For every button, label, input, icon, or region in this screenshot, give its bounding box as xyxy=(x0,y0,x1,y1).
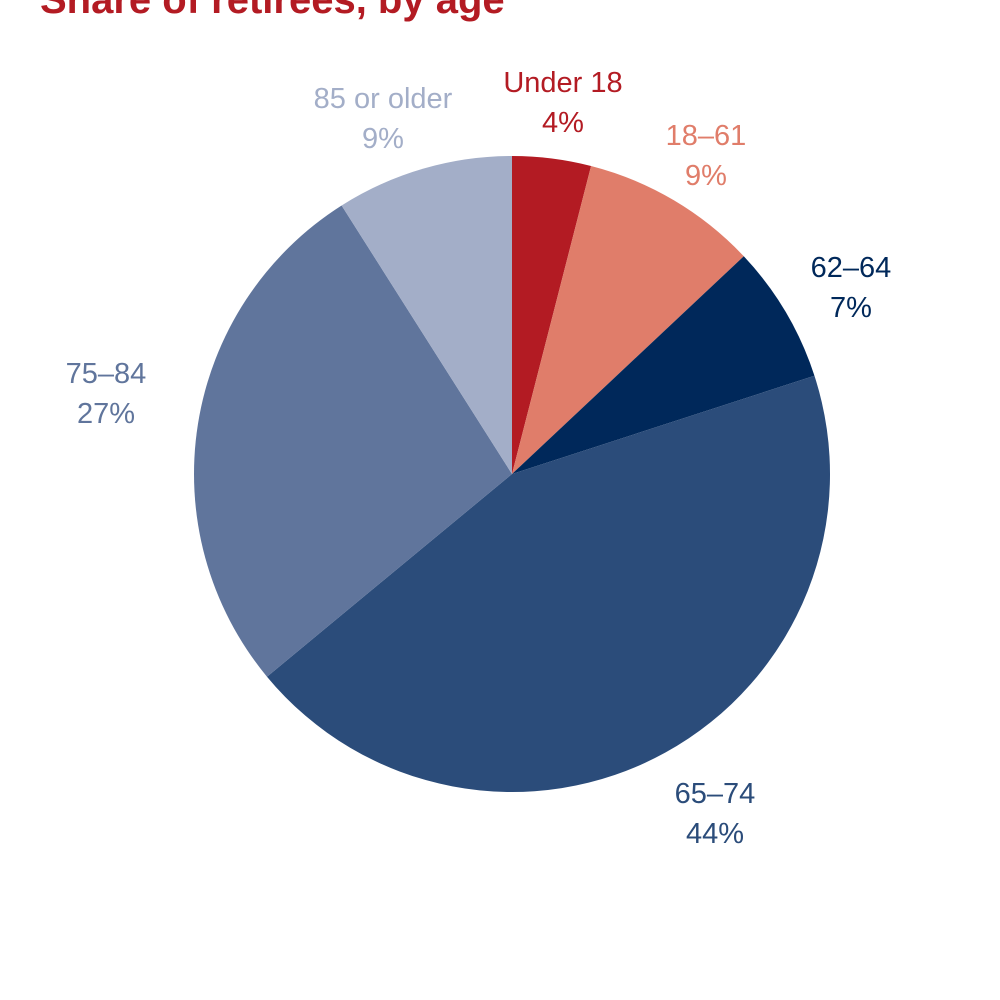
pie-slice-65-74 xyxy=(266,375,831,793)
pie-slice-75-84 xyxy=(194,205,513,677)
slice-value-18-61: 9% xyxy=(685,160,727,192)
slice-value-65-74: 44% xyxy=(686,818,744,850)
slice-value-85-or-older: 9% xyxy=(362,123,404,155)
slice-value-under-18: 4% xyxy=(542,107,584,139)
slice-value-62-64: 7% xyxy=(830,292,872,324)
pie-slice-18-61 xyxy=(512,165,744,475)
slice-label-18-61: 18–61 xyxy=(666,120,747,152)
chart-title: Share of retirees, by age xyxy=(40,0,505,22)
pie-slices xyxy=(194,156,831,793)
pie-slice-under-18 xyxy=(512,156,592,474)
slice-label-85-or-older: 85 or older xyxy=(314,83,453,115)
slice-value-75-84: 27% xyxy=(77,398,135,430)
slice-label-62-64: 62–64 xyxy=(811,252,892,284)
slice-label-65-74: 65–74 xyxy=(675,778,756,810)
pie-labels: Under 18 4% 18–61 9% 62–64 7% 65–74 44% 75–84 27%… xyxy=(66,67,892,850)
slice-label-75-84: 75–84 xyxy=(66,358,147,390)
slice-label-under-18: Under 18 xyxy=(503,67,622,99)
pie-slice-62-64 xyxy=(512,256,815,474)
pie-slice-85-or-older xyxy=(341,156,512,474)
